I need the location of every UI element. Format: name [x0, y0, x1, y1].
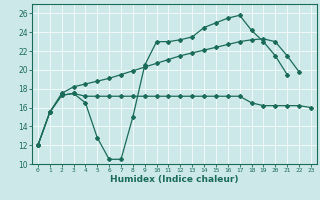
X-axis label: Humidex (Indice chaleur): Humidex (Indice chaleur): [110, 175, 239, 184]
